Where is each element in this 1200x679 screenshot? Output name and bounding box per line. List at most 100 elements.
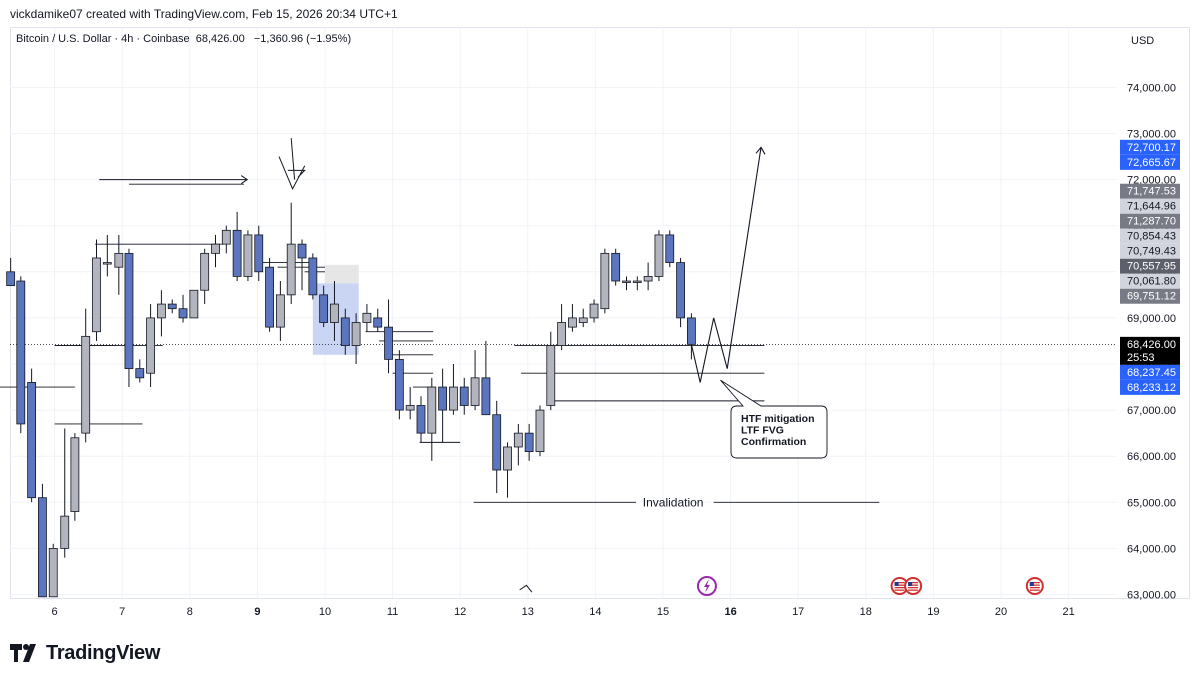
scribble-mark [278, 156, 306, 190]
candle [124, 248, 134, 388]
time-tick-label: 12 [454, 606, 466, 618]
price-tick-label: 72,000.00 [1127, 175, 1176, 187]
candle [254, 225, 264, 282]
candle [589, 299, 599, 323]
candle [265, 257, 274, 332]
time-tick-label: 21 [1062, 606, 1074, 618]
candle-body [459, 386, 469, 406]
candle [114, 234, 124, 295]
candle-body [470, 377, 480, 406]
price-tag-bg [1120, 243, 1180, 259]
candle-body [48, 548, 58, 598]
candle [275, 281, 285, 341]
candle-body [394, 358, 404, 411]
price-tag: 71,644.96 [1120, 198, 1180, 214]
price-tick-label: 73,000.00 [1127, 129, 1176, 141]
candle-body [16, 280, 26, 425]
arrow-head [240, 175, 249, 185]
candle-body [70, 437, 80, 512]
projection-arrowhead [755, 146, 766, 155]
flag-stripe [908, 584, 919, 586]
price-tag-label: 71,747.53 [1127, 186, 1176, 198]
candle-body [449, 386, 458, 411]
price-tag: 71,747.53 [1120, 183, 1180, 199]
price-tag: 71,287.70 [1120, 213, 1180, 229]
candle [102, 234, 112, 277]
candle-body [178, 308, 188, 319]
level-lines: Invalidation [0, 183, 1117, 509]
candle [665, 230, 675, 268]
callout-line: Confirmation [741, 436, 806, 448]
grid [10, 27, 1117, 598]
candle [38, 483, 47, 598]
candle [535, 405, 545, 457]
time-tick-label: 10 [319, 606, 331, 618]
candle-body [578, 317, 588, 323]
currency-label[interactable]: USD [1131, 35, 1155, 47]
candle [470, 350, 480, 411]
price-tag-label: 70,061.80 [1127, 276, 1176, 288]
time-tick-label: 19 [927, 606, 939, 618]
candle [330, 281, 339, 341]
candle [221, 225, 231, 254]
candle [340, 308, 350, 355]
candle [654, 230, 664, 282]
candle-body [351, 322, 361, 346]
candle [286, 202, 296, 305]
candle-body [38, 497, 47, 598]
time-tick-label: 15 [657, 606, 669, 618]
price-tag-label: 70,749.43 [1127, 246, 1176, 258]
symbol-legend[interactable]: Bitcoin / U.S. Dollar · 4h · Coinbase 68… [16, 33, 351, 45]
lightning-icon [696, 576, 717, 596]
price-tag-label: 68,237.45 [1127, 367, 1176, 379]
flag-stripe [1029, 587, 1040, 589]
flag-stripe [908, 582, 919, 584]
candle [578, 308, 588, 328]
lightning-bolt [703, 579, 710, 593]
candle [416, 396, 426, 443]
price-tag: 70,061.80 [1120, 273, 1180, 289]
candle [513, 423, 523, 466]
us-flag-icon [904, 577, 923, 595]
price-tag-bg [1120, 139, 1180, 155]
candle [438, 368, 448, 443]
time-tick-label: 8 [187, 606, 193, 618]
scribble-mark [287, 169, 306, 178]
chart-frame [10, 27, 1190, 599]
candle [686, 313, 696, 360]
candle [135, 359, 145, 383]
candle [200, 248, 210, 305]
time-axis[interactable]: 6 7 8 9 10 11 12 13 14 15 16 17 18 19 20 21 [52, 606, 1075, 618]
price-tag: 68,237.45 [1120, 364, 1180, 380]
candle-body [492, 414, 502, 471]
footer-brand: TradingView [10, 640, 160, 666]
price-tags: 72,700.17 72,665.67 71,747.53 71,644.96 71,2… [1120, 139, 1180, 395]
candle [319, 285, 329, 328]
time-tick-label: 14 [589, 606, 601, 618]
candle-body [535, 409, 545, 452]
candle [384, 299, 393, 374]
price-change: −1,360.96 (−1.95%) [253, 33, 352, 45]
candle-body [92, 257, 101, 333]
candle [157, 290, 166, 337]
price-tag: 72,665.67 [1120, 154, 1180, 170]
flag-stripe [894, 587, 905, 589]
candle-body [275, 294, 285, 328]
candle [503, 442, 512, 498]
price-tag-bg [1120, 213, 1180, 229]
price-tag-bg [1120, 364, 1180, 380]
candle-body [611, 252, 621, 282]
candle-body [481, 377, 491, 416]
candle [611, 248, 621, 286]
price-tag: 69,751.12 [1120, 288, 1180, 304]
flag-canton [894, 582, 899, 586]
candle-body [330, 303, 339, 323]
candle [178, 294, 188, 323]
candle-body [6, 271, 16, 287]
candle-body [438, 386, 448, 411]
candle [6, 257, 16, 287]
candle [524, 423, 534, 461]
price-tag-bg [1120, 258, 1180, 274]
